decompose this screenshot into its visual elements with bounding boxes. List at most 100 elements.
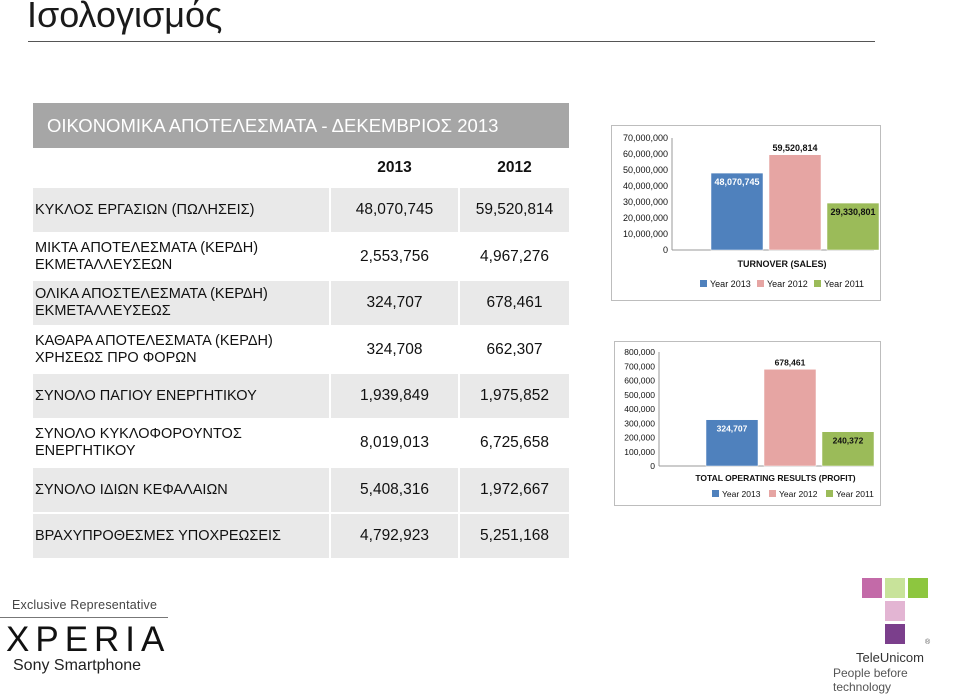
legend-entry: Year 2013 (710, 279, 751, 289)
chart-title: TOTAL OPERATING RESULTS (PROFIT) (695, 473, 855, 483)
row-label: ΜΙΚΤΑ ΑΠΟΤΕΛΕΣΜΑΤΑ (ΚΕΡΔΗ) ΕΚΜΕΤΑΛΛΕΥΣΕΩ… (33, 234, 329, 279)
table-header: ΟΙΚΟΝΟΜΙΚΑ ΑΠΟΤΕΛΕΣΜΑΤΑ - ΔΕΚΕΜΒΡΙΟΣ 201… (33, 103, 569, 148)
bar-year-2012 (768, 154, 822, 251)
row-value-2012: 59,520,814 (458, 188, 569, 232)
row-value-2012: 1,975,852 (458, 374, 569, 418)
xperia-logo: XPERIA (6, 620, 171, 659)
row-value-2012: 5,251,168 (458, 514, 569, 558)
years-row: 2013 2012 (33, 148, 569, 186)
legend-swatch (700, 280, 707, 287)
legend-entry: Year 2013 (722, 489, 761, 499)
row-value-2012: 4,967,276 (458, 234, 569, 279)
y-tick-label: 30,000,000 (623, 197, 668, 207)
exclusive-divider (0, 617, 168, 618)
y-tick-label: 700,000 (624, 361, 655, 371)
row-label: ΣΥΝΟΛΟ ΠΑΓΙΟΥ ΕΝΕΡΓΗΤΙΚΟΥ (33, 374, 329, 418)
data-label: 240,372 (833, 436, 864, 446)
logo-square-green (908, 578, 928, 598)
turnover-chart: 0 10,000,000 20,000,000 30,000,000 40,000,00… (611, 125, 881, 301)
turnover-chart-svg: 0 10,000,000 20,000,000 30,000,000 40,000,00… (623, 133, 880, 289)
table-row: ΣΥΝΟΛΟ ΚΥΚΛΟΦΟΡΟΥΝΤΟΣ ΕΝΕΡΓΗΤΙΚΟΥ 8,019,… (33, 418, 569, 466)
financial-results-table: ΟΙΚΟΝΟΜΙΚΑ ΑΠΟΤΕΛΕΣΜΑΤΑ - ΔΕΚΕΜΒΡΙΟΣ 201… (33, 103, 569, 558)
row-label: ΣΥΝΟΛΟ ΙΔΙΩΝ ΚΕΦΑΛΑΙΩΝ (33, 468, 329, 512)
y-tick-label: 60,000,000 (623, 149, 668, 159)
legend-entry: Year 2012 (767, 279, 808, 289)
bar-year-2012 (763, 369, 817, 467)
y-tick-label: 40,000,000 (623, 181, 668, 191)
y-tick-label: 800,000 (624, 347, 655, 357)
y-tick-label: 0 (663, 245, 668, 255)
y-tick-label: 10,000,000 (623, 229, 668, 239)
data-label: 29,330,801 (830, 207, 875, 217)
row-value-2012: 1,972,667 (458, 468, 569, 512)
data-label: 59,520,814 (772, 143, 817, 153)
row-value-2013: 324,708 (329, 327, 458, 372)
legend-swatch (826, 490, 833, 497)
title-divider (28, 41, 875, 42)
y-tick-label: 200,000 (624, 433, 655, 443)
operating-results-chart-svg: 0 100,000 200,000 300,000 400,000 500,000 600,… (624, 347, 875, 499)
registered-mark: ® (925, 638, 931, 646)
table-row: ΜΙΚΤΑ ΑΠΟΤΕΛΕΣΜΑΤΑ (ΚΕΡΔΗ) ΕΚΜΕΤΑΛΛΕΥΣΕΩ… (33, 232, 569, 279)
legend-entry: Year 2012 (779, 489, 818, 499)
table-row: ΟΛΙΚΑ ΑΠΟΣΤΕΛΕΣΜΑΤΑ (ΚΕΡΔΗ) ΕΚΜΕΤΑΛΛΕΥΣΕ… (33, 279, 569, 325)
table-row: ΚΑΘΑΡΑ ΑΠΟΤΕΛΕΣΜΑΤΑ (ΚΕΡΔΗ) ΧΡΗΣΕΩΣ ΠΡΟ … (33, 325, 569, 372)
row-label: ΣΥΝΟΛΟ ΚΥΚΛΟΦΟΡΟΥΝΤΟΣ ΕΝΕΡΓΗΤΙΚΟΥ (33, 420, 329, 466)
table-row: ΚΥΚΛΟΣ ΕΡΓΑΣΙΩΝ (ΠΩΛΗΣΕΙΣ) 48,070,745 59… (33, 186, 569, 232)
exclusive-representative-text: Exclusive Representative (12, 598, 158, 612)
bar-year-2013 (705, 419, 759, 467)
y-tick-label: 300,000 (624, 418, 655, 428)
operating-results-chart: 0 100,000 200,000 300,000 400,000 500,000 600,… (614, 341, 881, 506)
legend-swatch (712, 490, 719, 497)
y-tick-label: 600,000 (624, 376, 655, 386)
row-label: ΒΡΑΧΥΠΡΟΘΕΣΜΕΣ ΥΠΟΧΡΕΩΣΕΙΣ (33, 514, 329, 558)
data-label: 324,707 (717, 424, 748, 434)
page-title: Ισολογισμός (27, 0, 223, 35)
y-tick-label: 100,000 (624, 447, 655, 457)
row-label: ΟΛΙΚΑ ΑΠΟΣΤΕΛΕΣΜΑΤΑ (ΚΕΡΔΗ) ΕΚΜΕΤΑΛΛΕΥΣΕ… (33, 281, 329, 325)
row-label: ΚΥΚΛΟΣ ΕΡΓΑΣΙΩΝ (ΠΩΛΗΣΕΙΣ) (33, 188, 329, 232)
data-label: 48,070,745 (714, 177, 759, 187)
teleunicom-name: TeleUnicom (856, 650, 924, 665)
row-value-2013: 1,939,849 (329, 374, 458, 418)
teleunicom-slogan: People before technology (833, 666, 908, 694)
row-value-2012: 6,725,658 (458, 420, 569, 466)
row-label: ΚΑΘΑΡΑ ΑΠΟΤΕΛΕΣΜΑΤΑ (ΚΕΡΔΗ) ΧΡΗΣΕΩΣ ΠΡΟ … (33, 327, 329, 372)
row-value-2013: 4,792,923 (329, 514, 458, 558)
row-value-2012: 662,307 (458, 327, 569, 372)
legend-entry: Year 2011 (824, 279, 864, 289)
sony-smartphone-text: Sony Smartphone (13, 657, 142, 674)
chart-title: TURNOVER (SALES) (737, 259, 826, 269)
row-value-2013: 8,019,013 (329, 420, 458, 466)
row-value-2013: 48,070,745 (329, 188, 458, 232)
row-value-2012: 678,461 (458, 281, 569, 325)
y-tick-label: 0 (650, 461, 655, 471)
legend-swatch (814, 280, 821, 287)
logo-square-purple (885, 624, 905, 644)
table-row: ΒΡΑΧΥΠΡΟΘΕΣΜΕΣ ΥΠΟΧΡΕΩΣΕΙΣ 4,792,923 5,2… (33, 512, 569, 558)
bar-year-2013 (710, 172, 764, 251)
data-label: 678,461 (775, 357, 806, 367)
years-row-spacer (33, 150, 329, 186)
logo-square-light-green (885, 578, 905, 598)
table-row: ΣΥΝΟΛΟ ΙΔΙΩΝ ΚΕΦΑΛΑΙΩΝ 5,408,316 1,972,6… (33, 466, 569, 512)
row-value-2013: 324,707 (329, 281, 458, 325)
logo-square-light-pink (885, 601, 905, 621)
bar-year-2011 (821, 431, 875, 467)
y-tick-label: 50,000,000 (623, 165, 668, 175)
teleunicom-logo-icon: ® (862, 578, 931, 646)
legend-entry: Year 2011 (836, 489, 874, 499)
bar-year-2011 (826, 202, 880, 251)
table-row: ΣΥΝΟΛΟ ΠΑΓΙΟΥ ΕΝΕΡΓΗΤΙΚΟΥ 1,939,849 1,97… (33, 372, 569, 418)
row-value-2013: 5,408,316 (329, 468, 458, 512)
year-2013-header: 2013 (329, 150, 458, 186)
logo-square-pink (862, 578, 882, 598)
y-tick-label: 400,000 (624, 404, 655, 414)
row-value-2013: 2,553,756 (329, 234, 458, 279)
year-2012-header: 2012 (458, 150, 569, 186)
y-tick-label: 70,000,000 (623, 133, 668, 143)
y-tick-label: 500,000 (624, 390, 655, 400)
legend-swatch (769, 490, 776, 497)
y-tick-label: 20,000,000 (623, 213, 668, 223)
legend-swatch (757, 280, 764, 287)
